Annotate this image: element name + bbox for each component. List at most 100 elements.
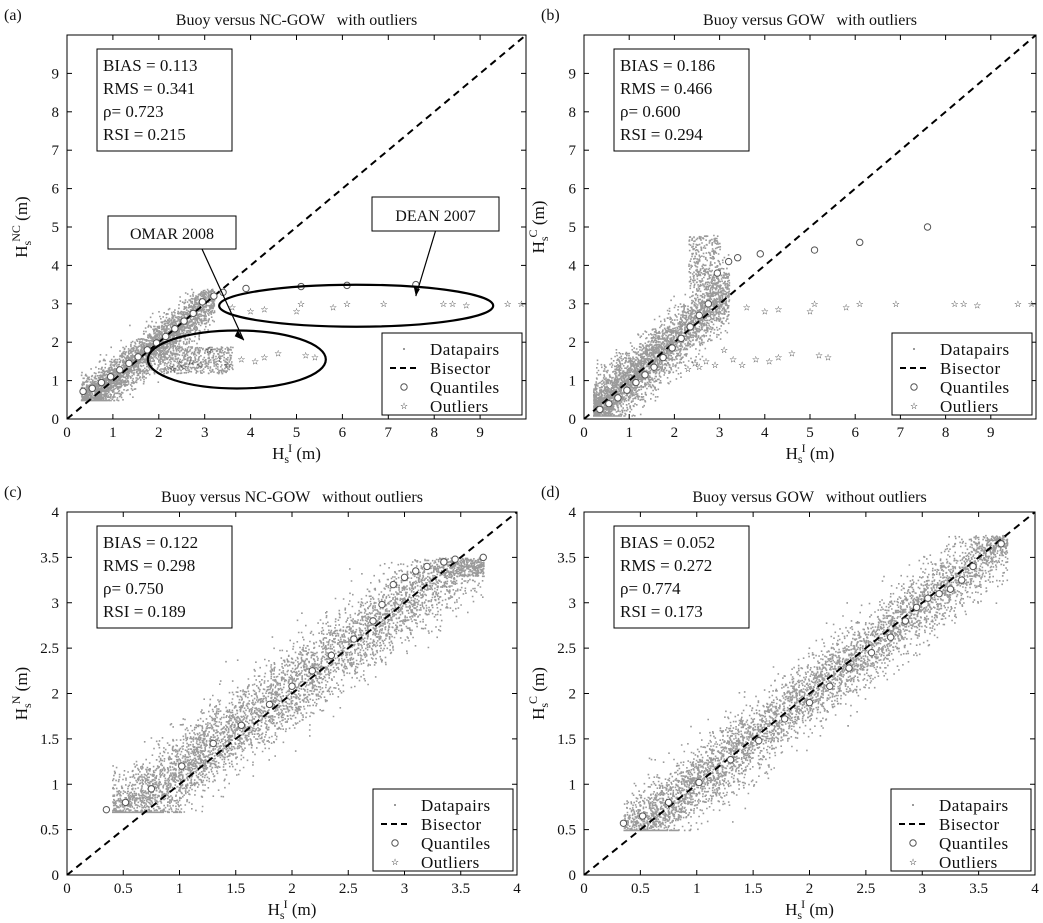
outlier-point: ☆ bbox=[462, 301, 470, 311]
x-tick-label: 2.5 bbox=[339, 881, 358, 897]
y-tick-label: 5 bbox=[569, 220, 577, 236]
stats-line: RMS = 0.272 bbox=[620, 556, 712, 575]
x-tick-label: 1 bbox=[693, 881, 701, 897]
legend-entry-label: Quantiles bbox=[430, 378, 500, 397]
stats-line: RSI = 0.215 bbox=[103, 125, 186, 144]
stats-line: RSI = 0.294 bbox=[620, 125, 703, 144]
outlier-point: ☆ bbox=[761, 306, 769, 316]
bisector-line bbox=[584, 35, 1036, 419]
legend-quantiles-marker bbox=[910, 383, 918, 391]
y-tick-label: 0 bbox=[569, 868, 577, 884]
bisector-line bbox=[67, 35, 526, 419]
outlier-point: ☆ bbox=[1014, 299, 1022, 309]
x-tick-label: 0 bbox=[580, 881, 588, 897]
quantile-point bbox=[596, 405, 604, 414]
outlier-point: ☆ bbox=[824, 353, 832, 363]
stats-line: RMS = 0.341 bbox=[103, 79, 195, 98]
datapairs-cloud bbox=[593, 234, 731, 417]
quantile-point bbox=[412, 567, 420, 575]
outlier-point: ☆ bbox=[856, 299, 864, 309]
outlier-point: ☆ bbox=[274, 349, 282, 359]
legend-entry-label: Quantiles bbox=[940, 378, 1010, 397]
x-tick-label: 0 bbox=[63, 425, 71, 441]
legend-entry-label: Outliers bbox=[421, 853, 480, 872]
stats-line: BIAS = 0.113 bbox=[103, 56, 197, 75]
legend-outliers-marker: ☆ bbox=[400, 401, 408, 411]
quantile-point bbox=[623, 386, 631, 394]
legend-entry-label: Datapairs bbox=[421, 796, 491, 815]
quantile-point bbox=[102, 805, 111, 814]
y-tick-label: 3.5 bbox=[557, 550, 576, 566]
outlier-point: ☆ bbox=[951, 299, 959, 309]
quantile-point bbox=[958, 576, 966, 584]
legend-entry-label: Outliers bbox=[940, 397, 999, 416]
outlier-point: ☆ bbox=[765, 356, 773, 366]
quantile-point bbox=[180, 317, 188, 325]
quantile-point bbox=[997, 540, 1005, 548]
quantile-point bbox=[605, 399, 613, 408]
outlier-point: ☆ bbox=[169, 364, 177, 374]
stats-line: BIAS = 0.122 bbox=[103, 533, 198, 552]
annotation-dean: DEAN 2007 bbox=[395, 208, 475, 225]
x-tick-label: 5 bbox=[806, 425, 814, 441]
stats-line: BIAS = 0.052 bbox=[620, 533, 715, 552]
legend-entry-label: Quantiles bbox=[939, 834, 1009, 853]
datapairs-cloud bbox=[112, 557, 485, 814]
quantile-point bbox=[350, 635, 358, 643]
outlier-point: ☆ bbox=[788, 349, 796, 359]
x-axis-label: HsI (m) bbox=[785, 897, 834, 922]
outlier-point: ☆ bbox=[691, 358, 699, 368]
x-tick-label: 7 bbox=[385, 425, 393, 441]
quantile-point bbox=[886, 633, 895, 641]
outlier-point: ☆ bbox=[297, 299, 305, 309]
quantile-point bbox=[79, 387, 87, 396]
outlier-point: ☆ bbox=[196, 360, 204, 370]
x-tick-label: 2 bbox=[671, 425, 679, 441]
quantile-point bbox=[189, 309, 197, 318]
quantile-point bbox=[88, 384, 96, 392]
y-tick-label: 8 bbox=[569, 105, 577, 121]
outlier-point: ☆ bbox=[810, 299, 818, 309]
quantile-point bbox=[308, 667, 316, 675]
legend-box bbox=[381, 332, 523, 416]
outlier-point: ☆ bbox=[695, 362, 703, 372]
x-tick-label: 6 bbox=[851, 425, 859, 441]
x-tick-label: 3.5 bbox=[969, 881, 988, 897]
y-tick-label: 3.5 bbox=[40, 550, 59, 566]
quantile-point bbox=[668, 344, 676, 352]
panel-label: (a) bbox=[4, 7, 22, 24]
y-tick-label: 3 bbox=[52, 596, 60, 612]
y-tick-label: 2.5 bbox=[40, 641, 59, 657]
legend-outliers-marker: ☆ bbox=[910, 401, 918, 411]
quantile-point bbox=[97, 378, 106, 387]
quantile-point bbox=[116, 366, 124, 374]
x-tick-label: 7 bbox=[897, 425, 905, 441]
quantile-point bbox=[171, 325, 179, 333]
x-tick-label: 4 bbox=[1031, 881, 1039, 897]
quantile-point bbox=[650, 363, 658, 371]
y-tick-label: 3 bbox=[52, 297, 60, 313]
quantile-point bbox=[451, 555, 459, 563]
x-axis-label: HsI (m) bbox=[268, 897, 317, 922]
x-tick-label: 3.5 bbox=[451, 881, 470, 897]
y-tick-label: 7 bbox=[569, 143, 577, 159]
x-tick-label: 2 bbox=[155, 425, 163, 441]
quantile-point bbox=[845, 664, 853, 672]
outlier-point: ☆ bbox=[260, 305, 268, 315]
y-tick-label: 3 bbox=[569, 596, 577, 612]
stats-line: RSI = 0.173 bbox=[620, 602, 703, 621]
quantile-point bbox=[677, 334, 685, 343]
outlier-point: ☆ bbox=[214, 354, 222, 364]
quantile-point bbox=[265, 700, 274, 709]
outlier-point: ☆ bbox=[343, 299, 351, 309]
quantile-point bbox=[423, 562, 431, 571]
outlier-point: ☆ bbox=[180, 362, 188, 372]
stats-line: ρ= 0.750 bbox=[103, 579, 164, 598]
quantile-point bbox=[713, 269, 722, 277]
outlier-point: ☆ bbox=[237, 354, 245, 364]
annotation-omar: OMAR 2008 bbox=[130, 226, 214, 243]
quantile-point bbox=[726, 756, 735, 764]
legend-datapairs-marker bbox=[403, 348, 405, 350]
